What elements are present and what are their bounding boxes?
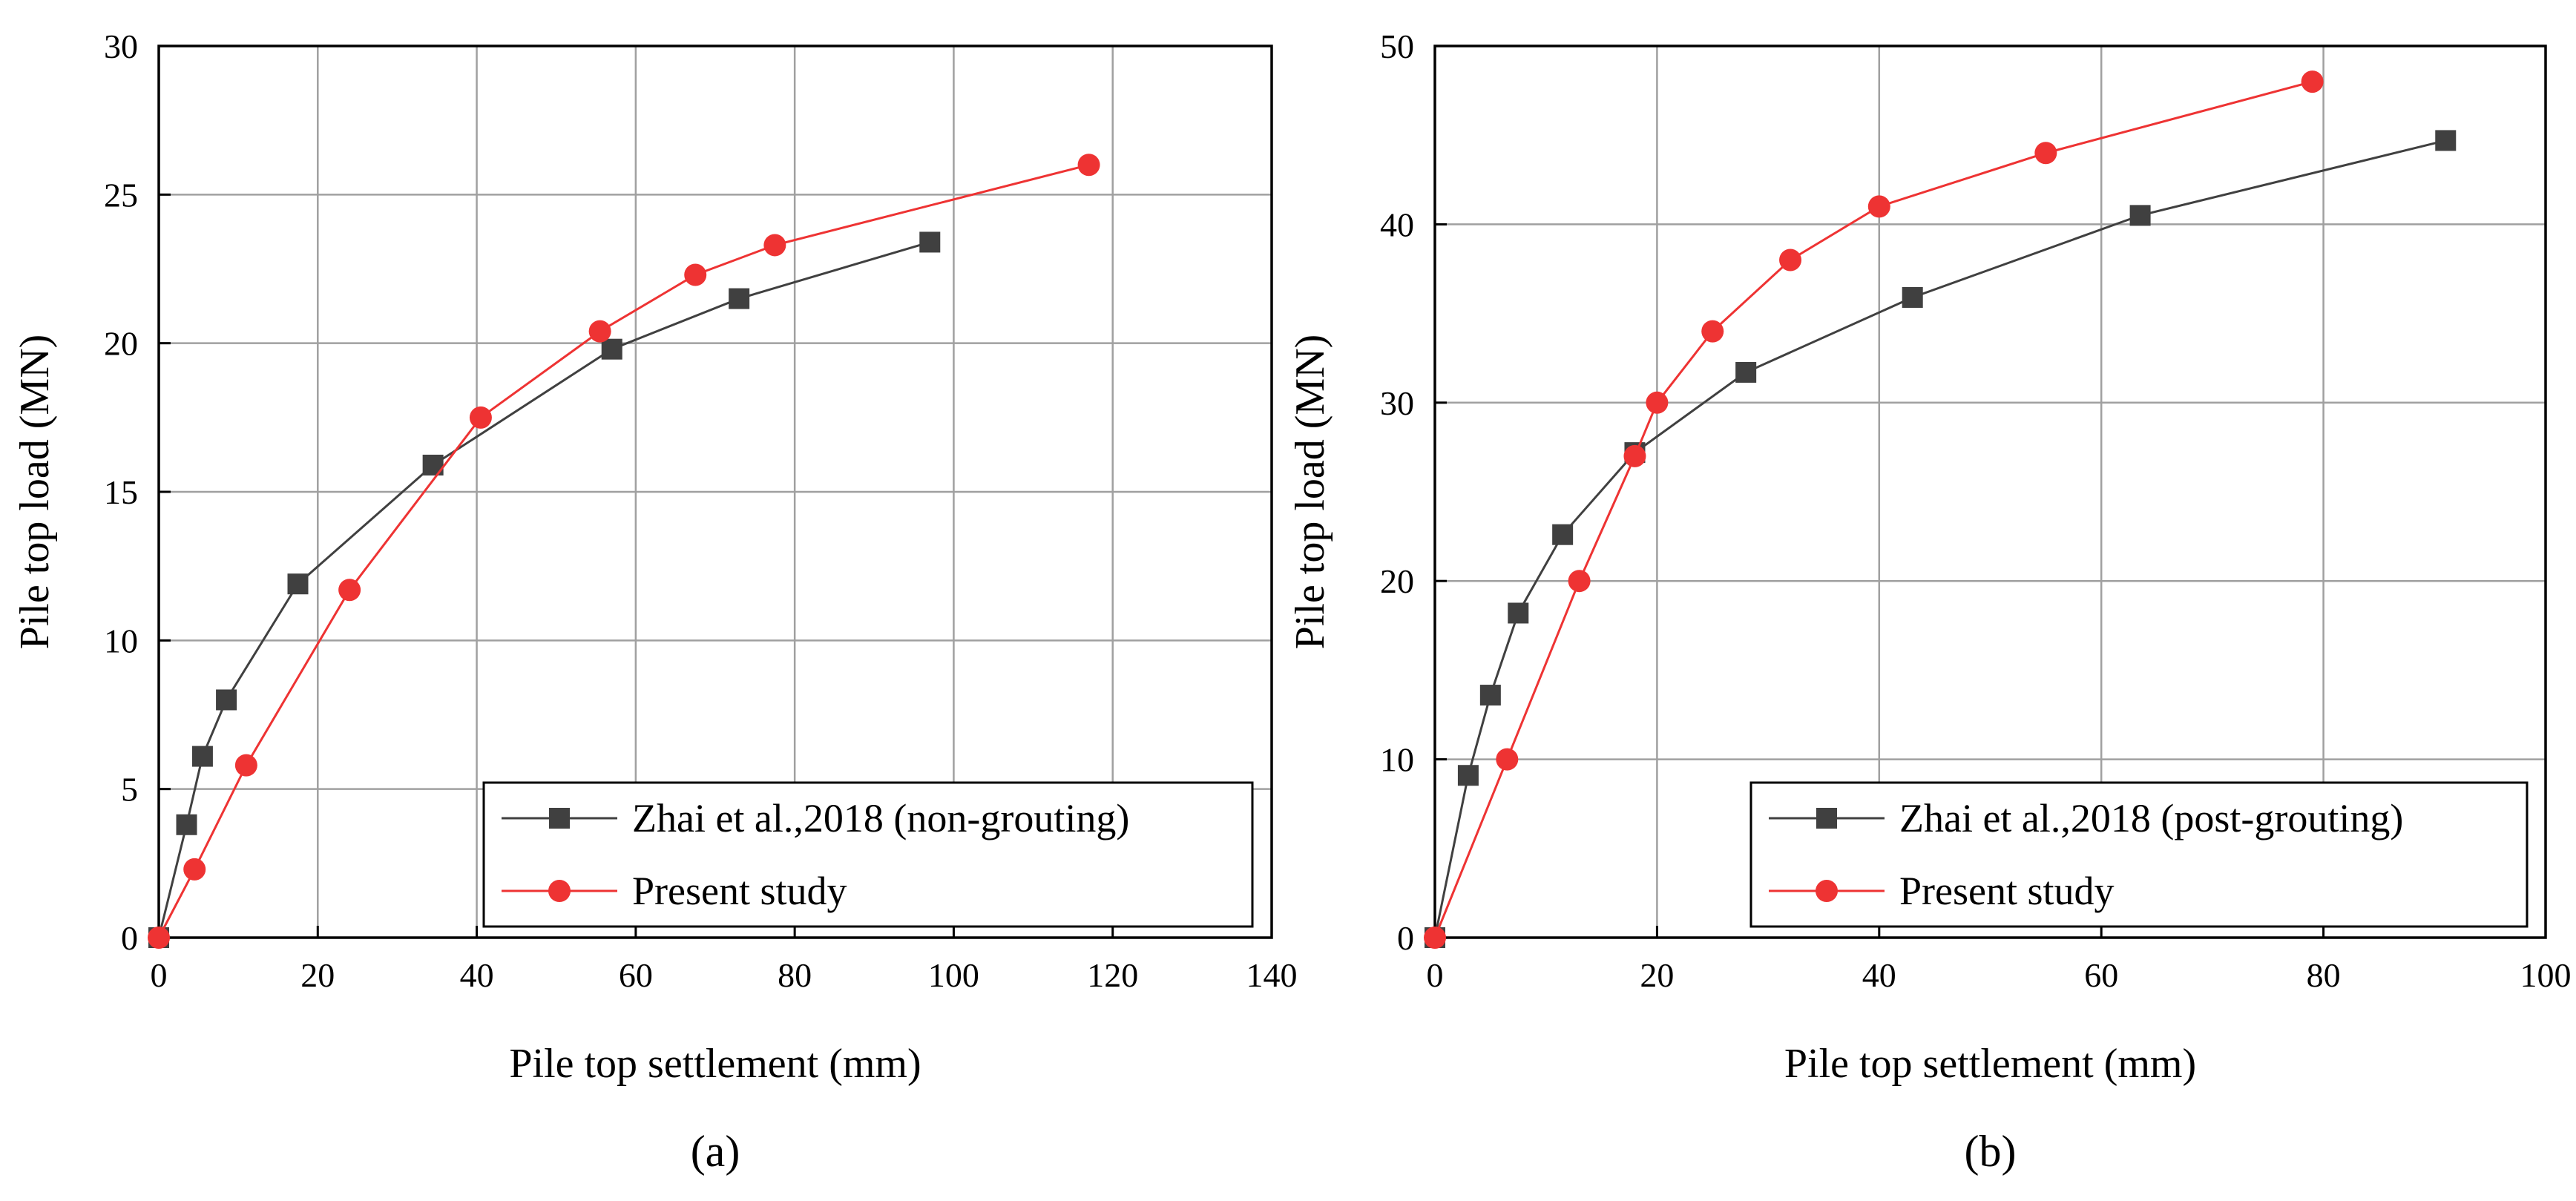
data-point-circle (1424, 927, 1446, 949)
panel-caption: (a) (691, 1127, 740, 1176)
data-point-square (729, 288, 750, 309)
x-tick-label: 100 (2520, 956, 2572, 994)
data-point-square (601, 338, 622, 360)
data-point-circle (1077, 154, 1100, 177)
data-point-square (287, 573, 309, 595)
x-tick-label: 100 (928, 956, 979, 994)
legend-box (1749, 781, 2529, 928)
data-point-square (1735, 361, 1757, 383)
chart-panel-2: 0 20 40 60 80 100 0 10 20 30 40 50 Pile top settleme… (1287, 27, 2572, 1176)
x-tick-label: 60 (619, 956, 653, 994)
data-point-circle (684, 263, 707, 286)
x-tick-label: 60 (2084, 956, 2118, 994)
data-point-circle (1623, 444, 1646, 467)
data-point-circle (763, 234, 786, 257)
data-point-square (1457, 765, 1479, 786)
x-tick-label: 0 (1427, 956, 1444, 994)
data-point-circle (1867, 195, 1890, 218)
data-point-square (919, 231, 941, 253)
y-tick-label: 10 (104, 622, 138, 659)
data-point-circle (588, 320, 611, 343)
data-point-circle (2034, 142, 2057, 165)
legend-marker-circle (1816, 880, 1838, 902)
y-tick-label: 40 (1380, 205, 1414, 243)
data-point-square (216, 689, 237, 711)
x-tick-label: 140 (1246, 956, 1298, 994)
data-point-square (1552, 524, 1574, 545)
legend-box (482, 781, 1254, 928)
legend-marker-square (1816, 808, 1837, 829)
panel-caption: (b) (1965, 1127, 2017, 1176)
data-point-square (176, 814, 197, 835)
legend-label-2: Present study (1899, 869, 2115, 913)
x-axis-title: Pile top settlement (mm) (1784, 1041, 2196, 1087)
y-tick-label: 30 (104, 27, 138, 65)
y-axis-title: Pile top load (MN) (1287, 335, 1333, 650)
data-point-square (2435, 130, 2457, 151)
legend-label-1: Zhai et al.,2018 (non-grouting) (632, 796, 1129, 840)
data-point-square (1902, 286, 1923, 308)
legend-marker-circle (548, 880, 571, 902)
y-tick-label: 0 (121, 919, 138, 957)
y-tick-label: 15 (104, 473, 138, 511)
data-point-circle (1568, 570, 1591, 593)
x-tick-label: 120 (1087, 956, 1138, 994)
data-point-circle (234, 754, 257, 777)
x-tick-label: 20 (1640, 956, 1674, 994)
y-axis-title: Pile top load (MN) (12, 335, 58, 650)
x-tick-label: 80 (2307, 956, 2341, 994)
y-tick-label: 10 (1380, 741, 1414, 779)
data-point-square (2129, 205, 2151, 226)
data-point-circle (148, 927, 170, 949)
data-point-square (191, 746, 213, 767)
y-tick-label: 0 (1397, 919, 1414, 957)
data-point-circle (2301, 70, 2324, 93)
legend-marker-square (549, 808, 570, 829)
data-point-circle (1496, 748, 1519, 771)
x-tick-label: 0 (151, 956, 168, 994)
data-point-circle (1646, 391, 1669, 414)
series-line-2 (1433, 80, 2313, 938)
data-point-circle (1701, 320, 1724, 343)
y-tick-label: 30 (1380, 384, 1414, 422)
data-point-square (1479, 685, 1501, 706)
legend-label-1: Zhai et al.,2018 (post-grouting) (1899, 796, 2403, 840)
chart-panel-1: 0 20 40 60 80 100 120 140 0 5 10 15 20 25 30 Pile top s… (12, 27, 1298, 1176)
legend-label-2: Present study (632, 869, 847, 913)
x-tick-label: 40 (460, 956, 494, 994)
y-tick-label: 20 (1380, 562, 1414, 600)
x-tick-label: 20 (300, 956, 335, 994)
data-point-circle (183, 858, 206, 881)
series-line-1 (1433, 139, 2446, 938)
y-tick-label: 20 (104, 325, 138, 363)
x-tick-label: 40 (1862, 956, 1896, 994)
data-point-circle (1779, 249, 1802, 272)
data-point-square (1508, 602, 1529, 624)
x-tick-label: 80 (778, 956, 812, 994)
plot-frame (1433, 45, 2547, 939)
data-point-circle (469, 406, 492, 429)
x-axis-title: Pile top settlement (mm) (509, 1041, 921, 1087)
y-tick-label: 5 (121, 771, 138, 809)
data-point-circle (338, 579, 361, 602)
y-tick-label: 25 (104, 176, 138, 214)
y-tick-label: 50 (1380, 27, 1414, 65)
